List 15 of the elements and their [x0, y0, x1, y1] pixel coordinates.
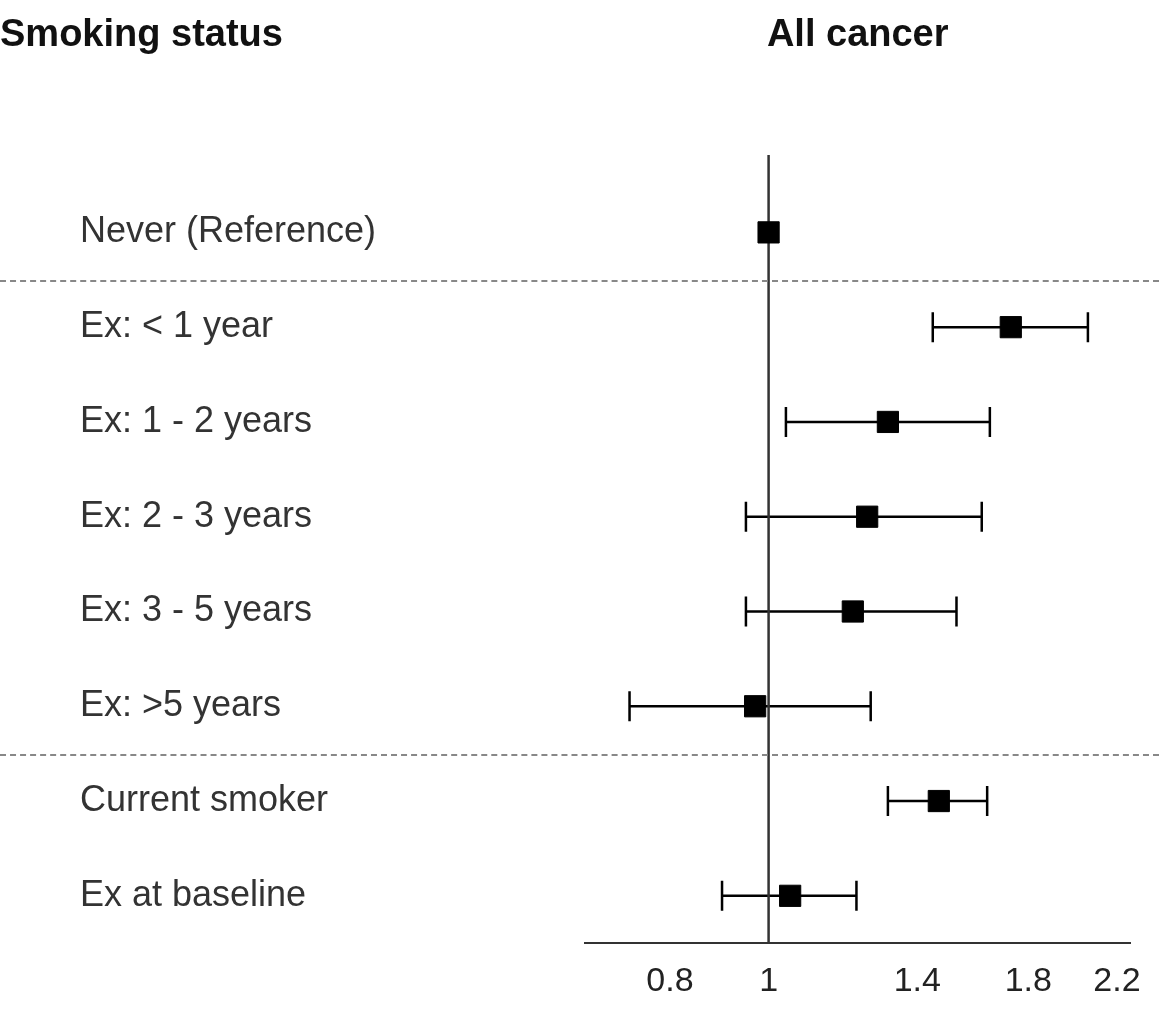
x-tick-label: 1.8 [1004, 959, 1052, 998]
y-tick-label: Ex: 2 - 3 years [80, 493, 313, 535]
y-tick-label: Ex: 1 - 2 years [80, 398, 313, 440]
y-tick-label: Ex: < 1 year [80, 304, 274, 346]
x-tick-label: 1.4 [893, 959, 941, 998]
y-tick-label: Current smoker [80, 777, 329, 819]
y-axis-title: Smoking status [0, 12, 283, 55]
y-tick-label: Ex at baseline [80, 872, 307, 914]
x-tick-label: 0.8 [646, 959, 694, 998]
x-tick-label: 2.2 [1093, 959, 1141, 998]
y-tick-label: Ex: 3 - 5 years [80, 588, 313, 630]
chart-title: All cancer [766, 12, 949, 55]
y-tick-label: Ex: >5 years [80, 683, 282, 725]
y-tick-label: Never (Reference) [80, 209, 377, 251]
x-tick-label: 1 [759, 959, 779, 998]
